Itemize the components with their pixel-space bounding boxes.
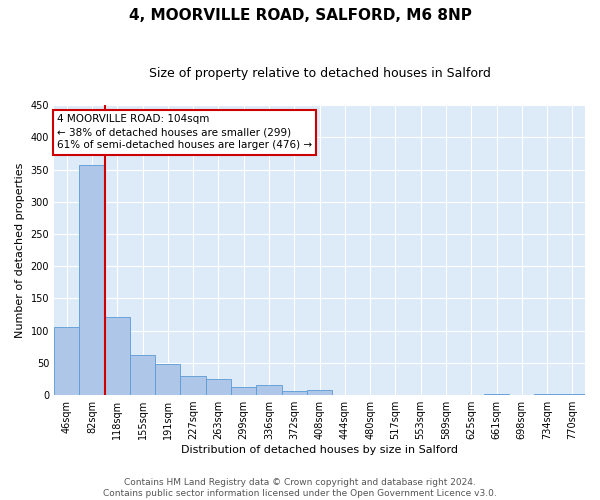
Bar: [307, 390, 332, 395]
Bar: [231, 386, 256, 395]
Bar: [535, 394, 560, 395]
Bar: [130, 355, 155, 395]
Bar: [484, 394, 509, 395]
Bar: [256, 385, 281, 395]
Y-axis label: Number of detached properties: Number of detached properties: [15, 162, 25, 338]
Text: Contains HM Land Registry data © Crown copyright and database right 2024.
Contai: Contains HM Land Registry data © Crown c…: [103, 478, 497, 498]
Bar: [54, 328, 79, 395]
Title: Size of property relative to detached houses in Salford: Size of property relative to detached ho…: [149, 68, 490, 80]
Bar: [560, 394, 585, 395]
Text: 4, MOORVILLE ROAD, SALFORD, M6 8NP: 4, MOORVILLE ROAD, SALFORD, M6 8NP: [128, 8, 472, 22]
Bar: [206, 379, 231, 395]
X-axis label: Distribution of detached houses by size in Salford: Distribution of detached houses by size …: [181, 445, 458, 455]
Bar: [79, 165, 104, 395]
Bar: [104, 317, 130, 395]
Bar: [155, 364, 181, 395]
Text: 4 MOORVILLE ROAD: 104sqm
← 38% of detached houses are smaller (299)
61% of semi-: 4 MOORVILLE ROAD: 104sqm ← 38% of detach…: [56, 114, 312, 150]
Bar: [281, 390, 307, 395]
Bar: [181, 376, 206, 395]
